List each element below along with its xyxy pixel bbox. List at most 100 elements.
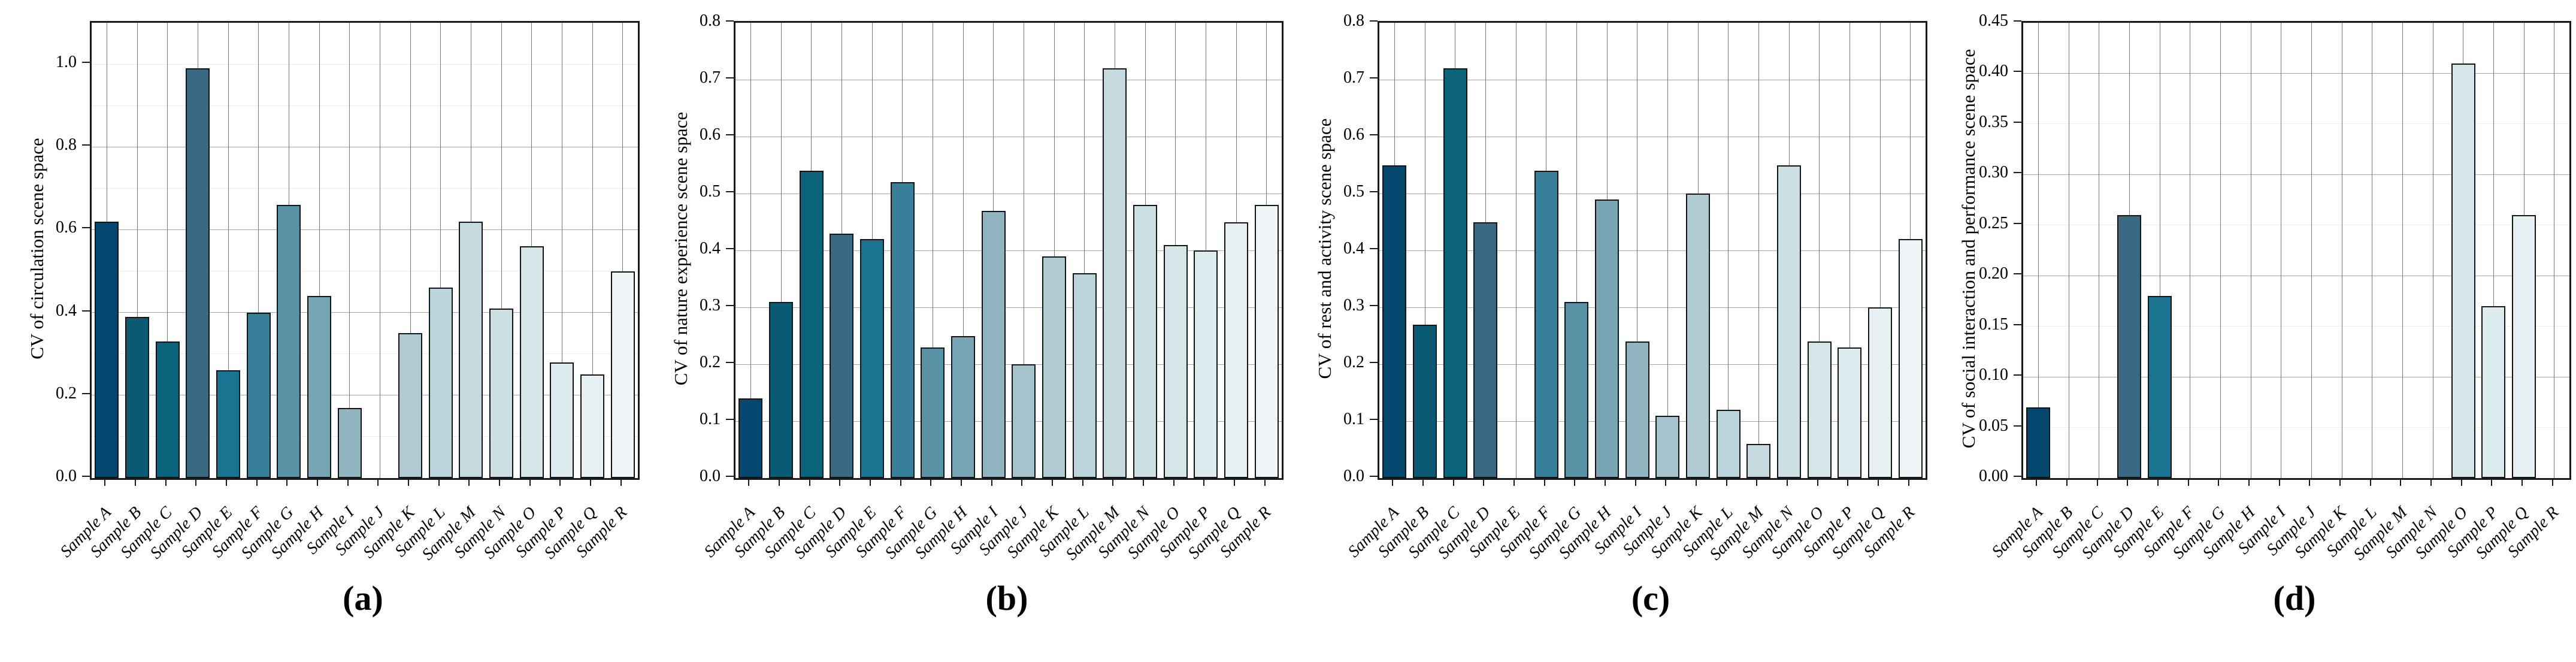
y-tick-mark xyxy=(726,134,734,135)
v-gridline xyxy=(258,23,259,478)
h-gridline-major xyxy=(1379,307,1926,308)
x-tick-mark xyxy=(2218,478,2220,486)
x-tick-mark xyxy=(2278,478,2280,486)
y-tick-label: 0.05 xyxy=(1979,416,2008,435)
x-tick-mark xyxy=(408,478,409,486)
bar-b-sample-b xyxy=(769,301,793,478)
x-tick-mark xyxy=(1021,478,1023,486)
x-tick-mark xyxy=(2309,478,2311,486)
bar-d-sample-e xyxy=(2148,296,2172,478)
x-tick-mark xyxy=(930,478,932,486)
bar-a-sample-c xyxy=(155,341,180,478)
bar-a-sample-q xyxy=(580,374,604,478)
bar-b-sample-k xyxy=(1042,256,1066,478)
h-gridline-major xyxy=(92,229,638,230)
y-tick-label: 0.7 xyxy=(700,68,721,87)
y-tick-label: 0.1 xyxy=(1343,410,1364,428)
x-tick-mark xyxy=(347,478,349,486)
bar-a-sample-g xyxy=(277,205,301,478)
y-tick-mark xyxy=(2014,425,2021,427)
v-gridline xyxy=(962,23,964,478)
bar-a-sample-h xyxy=(307,296,331,478)
bar-c-sample-k xyxy=(1686,194,1710,478)
x-tick-mark xyxy=(1483,478,1485,486)
panel-c: CV of rest and activity scene space (c) … xyxy=(1288,0,1932,662)
y-tick-mark xyxy=(1370,191,1378,192)
v-gridline xyxy=(440,23,441,478)
y-tick-label: 0.25 xyxy=(1979,213,2008,232)
y-tick-mark xyxy=(82,392,90,394)
y-axis-label: CV of circulation scene space xyxy=(26,138,47,359)
bar-c-sample-p xyxy=(1838,347,1862,478)
h-gridline-major xyxy=(735,364,1282,365)
y-tick-mark xyxy=(726,419,734,420)
bar-a-sample-e xyxy=(216,370,240,478)
y-tick-mark xyxy=(82,476,90,477)
x-tick-mark xyxy=(1878,478,1879,486)
x-tick-mark xyxy=(900,478,901,486)
x-tick-mark xyxy=(1756,478,1758,486)
x-tick-mark xyxy=(1543,478,1545,486)
x-tick-mark xyxy=(1112,478,1114,486)
x-tick-mark xyxy=(1634,478,1636,486)
x-tick-mark xyxy=(1696,478,1697,486)
y-tick-label: 0.8 xyxy=(1343,11,1364,30)
bar-c-sample-j xyxy=(1655,415,1680,478)
y-tick-label: 0.35 xyxy=(1979,112,2008,131)
panel-caption-c: (c) xyxy=(1631,579,1670,618)
y-tick-label: 0.8 xyxy=(56,135,77,155)
bar-c-sample-o xyxy=(1807,341,1832,478)
v-gridline xyxy=(2493,23,2494,478)
y-tick-mark xyxy=(726,248,734,249)
x-tick-mark xyxy=(438,478,440,486)
v-gridline xyxy=(1758,23,1759,478)
y-tick-mark xyxy=(2014,324,2021,325)
x-tick-mark xyxy=(1264,478,1266,486)
bar-a-sample-l xyxy=(428,288,453,478)
x-tick-mark xyxy=(1052,478,1053,486)
bar-b-sample-q xyxy=(1224,222,1248,478)
bar-b-sample-l xyxy=(1072,273,1097,478)
bar-b-sample-m xyxy=(1103,68,1127,478)
x-tick-mark xyxy=(2096,478,2098,486)
x-tick-mark xyxy=(991,478,992,486)
v-gridline xyxy=(750,23,751,478)
h-gridline-major xyxy=(2023,174,2569,175)
y-tick-label: 0.6 xyxy=(56,218,77,237)
y-tick-mark xyxy=(2014,476,2021,477)
bar-b-sample-n xyxy=(1133,205,1157,478)
h-gridline-minor xyxy=(92,105,638,106)
x-tick-mark xyxy=(1234,478,1235,486)
x-tick-mark xyxy=(1422,478,1424,486)
x-tick-mark xyxy=(620,478,622,486)
y-tick-mark xyxy=(1370,248,1378,249)
x-tick-mark xyxy=(104,478,106,486)
h-gridline-major xyxy=(735,421,1282,422)
x-tick-mark xyxy=(1908,478,1909,486)
bar-c-sample-l xyxy=(1716,410,1740,478)
x-tick-mark xyxy=(1574,478,1576,486)
y-tick-mark xyxy=(82,62,90,64)
v-gridline xyxy=(1849,23,1850,478)
x-tick-mark xyxy=(468,478,470,486)
v-gridline xyxy=(501,23,502,478)
bar-a-sample-n xyxy=(489,308,513,478)
x-tick-mark xyxy=(2339,478,2341,486)
plot-area-d xyxy=(2021,21,2571,480)
bar-d-sample-a xyxy=(2026,407,2051,478)
y-tick-mark xyxy=(2014,273,2021,275)
v-gridline xyxy=(1667,23,1668,478)
x-tick-mark xyxy=(1392,478,1394,486)
x-tick-mark xyxy=(2127,478,2129,486)
v-gridline xyxy=(410,23,411,478)
y-tick-label: 0.0 xyxy=(1343,467,1364,485)
bar-b-sample-e xyxy=(860,239,884,478)
x-tick-mark xyxy=(2521,478,2523,486)
bar-d-sample-o xyxy=(2451,63,2475,478)
x-tick-mark xyxy=(2248,478,2250,486)
y-tick-label: 0.5 xyxy=(700,182,721,201)
bar-b-sample-p xyxy=(1194,250,1218,478)
y-tick-mark xyxy=(1370,134,1378,135)
panel-caption-d: (d) xyxy=(2273,579,2316,618)
